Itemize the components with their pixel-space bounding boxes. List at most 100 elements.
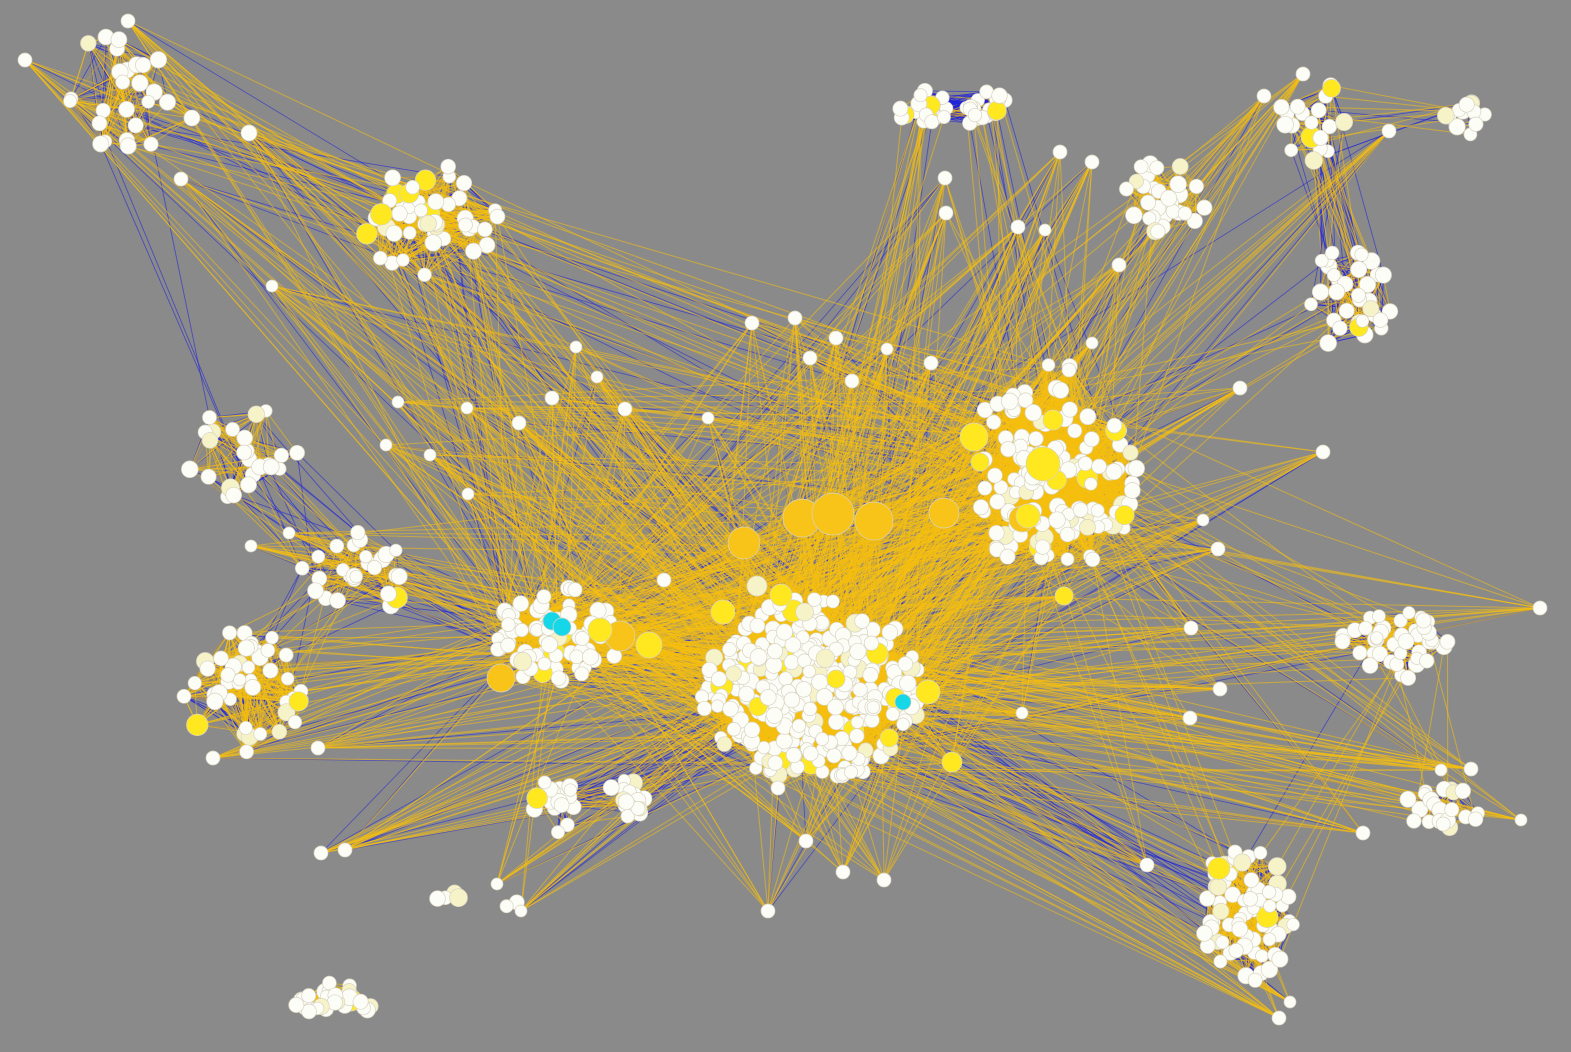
graph-node[interactable] <box>854 613 870 629</box>
graph-node[interactable] <box>1160 189 1178 207</box>
graph-node[interactable] <box>1444 802 1460 818</box>
graph-node[interactable] <box>784 636 802 654</box>
graph-node[interactable] <box>802 701 818 717</box>
graph-node[interactable] <box>1123 482 1141 499</box>
graph-node-peripheral[interactable] <box>1315 444 1331 460</box>
graph-node[interactable] <box>1000 392 1019 411</box>
graph-node[interactable] <box>811 673 829 691</box>
graph-node[interactable] <box>1361 657 1379 674</box>
graph-node[interactable] <box>514 623 529 638</box>
graph-node[interactable] <box>311 549 326 564</box>
graph-node-peripheral[interactable] <box>744 315 760 331</box>
graph-node[interactable] <box>225 422 240 437</box>
graph-node-peripheral[interactable] <box>1038 223 1052 237</box>
graph-node[interactable] <box>617 793 635 811</box>
graph-node[interactable] <box>419 214 437 233</box>
graph-node-hub[interactable] <box>727 526 761 560</box>
graph-node[interactable] <box>307 582 324 600</box>
graph-node[interactable] <box>201 432 219 449</box>
graph-node[interactable] <box>200 468 217 485</box>
graph-node[interactable] <box>826 748 842 764</box>
graph-node[interactable] <box>110 31 128 48</box>
graph-node[interactable] <box>1406 813 1422 829</box>
graph-node[interactable] <box>537 656 552 671</box>
graph-node-peripheral[interactable] <box>617 401 633 417</box>
graph-node[interactable] <box>582 648 599 666</box>
graph-node[interactable] <box>301 988 317 1004</box>
graph-node[interactable] <box>785 747 802 764</box>
graph-node[interactable] <box>896 717 910 732</box>
graph-node[interactable] <box>349 569 363 584</box>
graph-node[interactable] <box>1397 632 1415 650</box>
graph-node[interactable] <box>849 642 867 660</box>
graph-node-peripheral[interactable] <box>1061 362 1077 378</box>
graph-node[interactable] <box>1263 899 1277 913</box>
graph-node[interactable] <box>1196 925 1213 942</box>
graph-node[interactable] <box>970 452 990 472</box>
graph-node[interactable] <box>815 648 835 668</box>
graph-node[interactable] <box>1199 890 1216 907</box>
graph-node[interactable] <box>489 208 506 225</box>
graph-node-peripheral[interactable] <box>379 438 393 452</box>
graph-node[interactable] <box>373 250 388 266</box>
graph-node[interactable] <box>802 745 819 762</box>
graph-node[interactable] <box>262 662 279 679</box>
graph-node[interactable] <box>972 499 990 516</box>
graph-node[interactable] <box>1372 312 1389 328</box>
graph-node[interactable] <box>987 100 1007 121</box>
graph-node[interactable] <box>350 525 366 541</box>
graph-node[interactable] <box>1242 891 1259 907</box>
graph-node[interactable] <box>711 671 727 687</box>
graph-node[interactable] <box>80 35 97 52</box>
graph-node[interactable] <box>1326 268 1341 282</box>
graph-node[interactable] <box>1149 160 1165 176</box>
graph-node[interactable] <box>119 137 137 155</box>
graph-node[interactable] <box>1253 846 1268 860</box>
graph-node-peripheral[interactable] <box>1256 88 1272 104</box>
graph-node[interactable] <box>1048 511 1066 529</box>
graph-node-peripheral[interactable] <box>835 864 851 880</box>
graph-node[interactable] <box>1399 790 1417 808</box>
graph-node[interactable] <box>863 635 879 651</box>
graph-node-peripheral[interactable] <box>1085 336 1099 350</box>
graph-node[interactable] <box>1467 811 1484 827</box>
graph-node[interactable] <box>366 560 383 576</box>
graph-node-peripheral[interactable] <box>802 350 818 366</box>
graph-node[interactable] <box>1207 857 1231 880</box>
graph-node[interactable] <box>241 660 256 675</box>
graph-node[interactable] <box>1310 102 1327 119</box>
graph-node[interactable] <box>220 667 236 683</box>
graph-node[interactable] <box>1122 444 1139 461</box>
graph-node[interactable] <box>359 550 373 564</box>
graph-node-hub[interactable] <box>826 669 846 689</box>
graph-node[interactable] <box>301 1003 317 1020</box>
graph-node[interactable] <box>233 673 247 687</box>
graph-node[interactable] <box>202 410 217 425</box>
graph-node[interactable] <box>1322 79 1341 98</box>
graph-node-peripheral[interactable] <box>937 170 953 186</box>
graph-node[interactable] <box>1338 302 1355 319</box>
graph-node[interactable] <box>1304 151 1323 170</box>
graph-node[interactable] <box>1304 297 1318 312</box>
graph-node[interactable] <box>1358 620 1373 636</box>
graph-node[interactable] <box>465 242 482 260</box>
graph-node[interactable] <box>897 656 914 672</box>
graph-node-peripheral[interactable] <box>1010 219 1026 235</box>
graph-node-peripheral[interactable] <box>828 330 844 346</box>
graph-node[interactable] <box>127 117 144 134</box>
graph-node[interactable] <box>199 660 216 677</box>
graph-node[interactable] <box>253 727 268 741</box>
graph-node-peripheral[interactable] <box>1084 154 1100 170</box>
graph-node[interactable] <box>852 682 868 698</box>
graph-node[interactable] <box>967 107 983 123</box>
graph-node[interactable] <box>1127 459 1145 478</box>
graph-node-peripheral[interactable] <box>460 401 474 415</box>
graph-node[interactable] <box>414 203 428 218</box>
graph-node[interactable] <box>329 538 345 554</box>
graph-node[interactable] <box>537 775 552 790</box>
graph-node[interactable] <box>118 100 135 118</box>
graph-node[interactable] <box>569 649 584 664</box>
graph-node[interactable] <box>1028 431 1044 447</box>
graph-node-peripheral[interactable] <box>1532 600 1548 616</box>
